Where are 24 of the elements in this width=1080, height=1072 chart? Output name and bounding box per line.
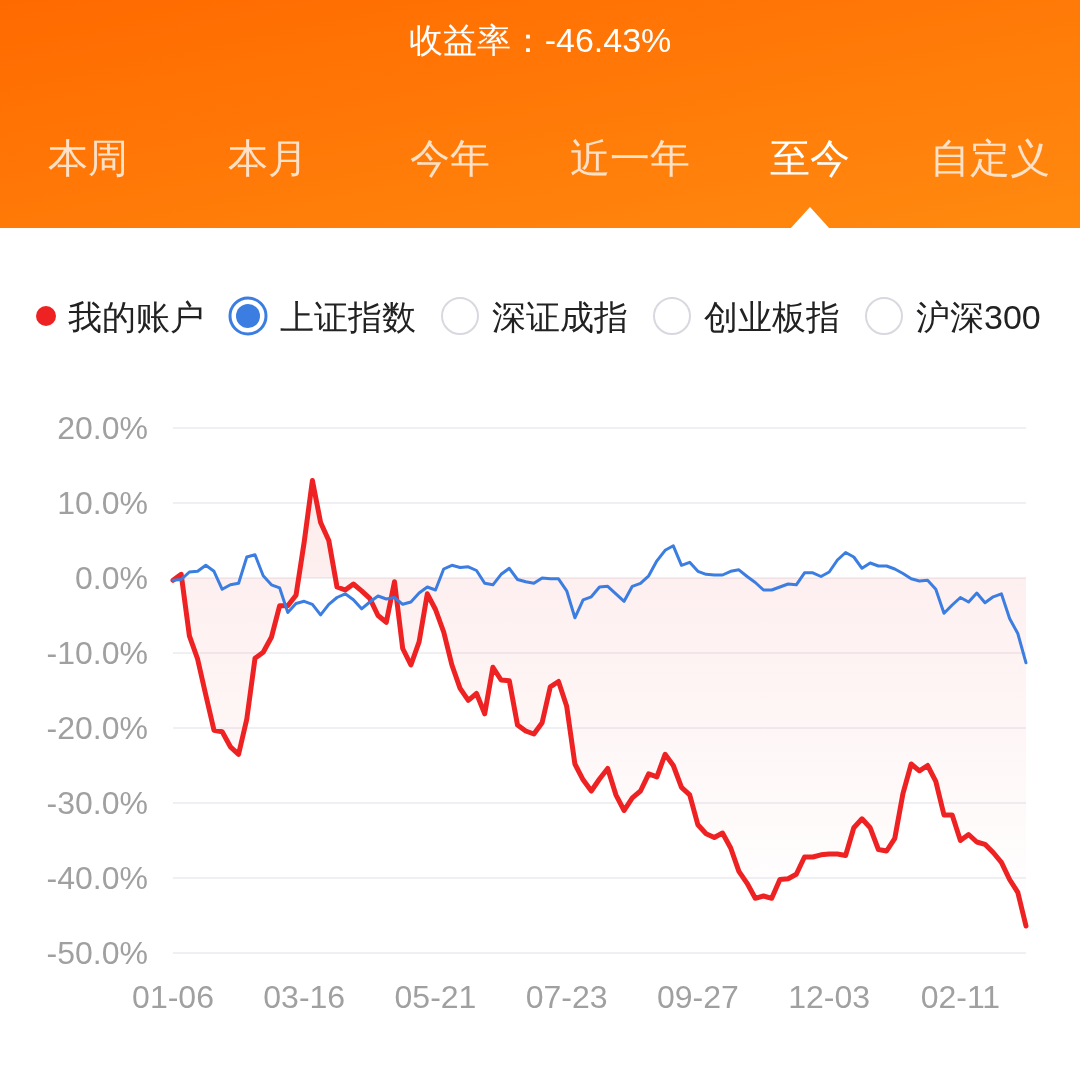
legend-label: 我的账户 [68, 298, 204, 336]
x-tick-label: 12-03 [788, 979, 871, 1015]
text: 近一年 [570, 136, 690, 180]
y-tick-label: 20.0% [57, 410, 148, 446]
y-tick-label: 10.0% [57, 485, 148, 521]
y-tick-label: -10.0% [46, 635, 148, 671]
y-tick-label: -20.0% [46, 710, 148, 746]
x-tick-label: 09-27 [657, 979, 739, 1015]
y-tick-label: -50.0% [46, 935, 148, 971]
x-tick-label: 02-11 [920, 979, 1001, 1015]
text: 本周 [48, 136, 128, 180]
x-tick-label: 05-21 [394, 979, 477, 1015]
x-tick-label: 07-23 [525, 979, 608, 1015]
text: 今年 [410, 136, 490, 180]
y-tick-label: 0.0% [75, 560, 148, 596]
x-tick-label: 01-06 [132, 979, 214, 1015]
text: 本月 [228, 136, 308, 180]
legend-label: 上证指数 [280, 298, 416, 336]
text: 至今 [770, 136, 850, 180]
chart-title: 收益率：-46.43% [408, 21, 672, 59]
x-tick-label: 03-16 [263, 979, 346, 1015]
text: 自定义 [930, 136, 1050, 180]
y-tick-label: -40.0% [46, 860, 148, 896]
y-tick-label: -30.0% [46, 785, 148, 821]
